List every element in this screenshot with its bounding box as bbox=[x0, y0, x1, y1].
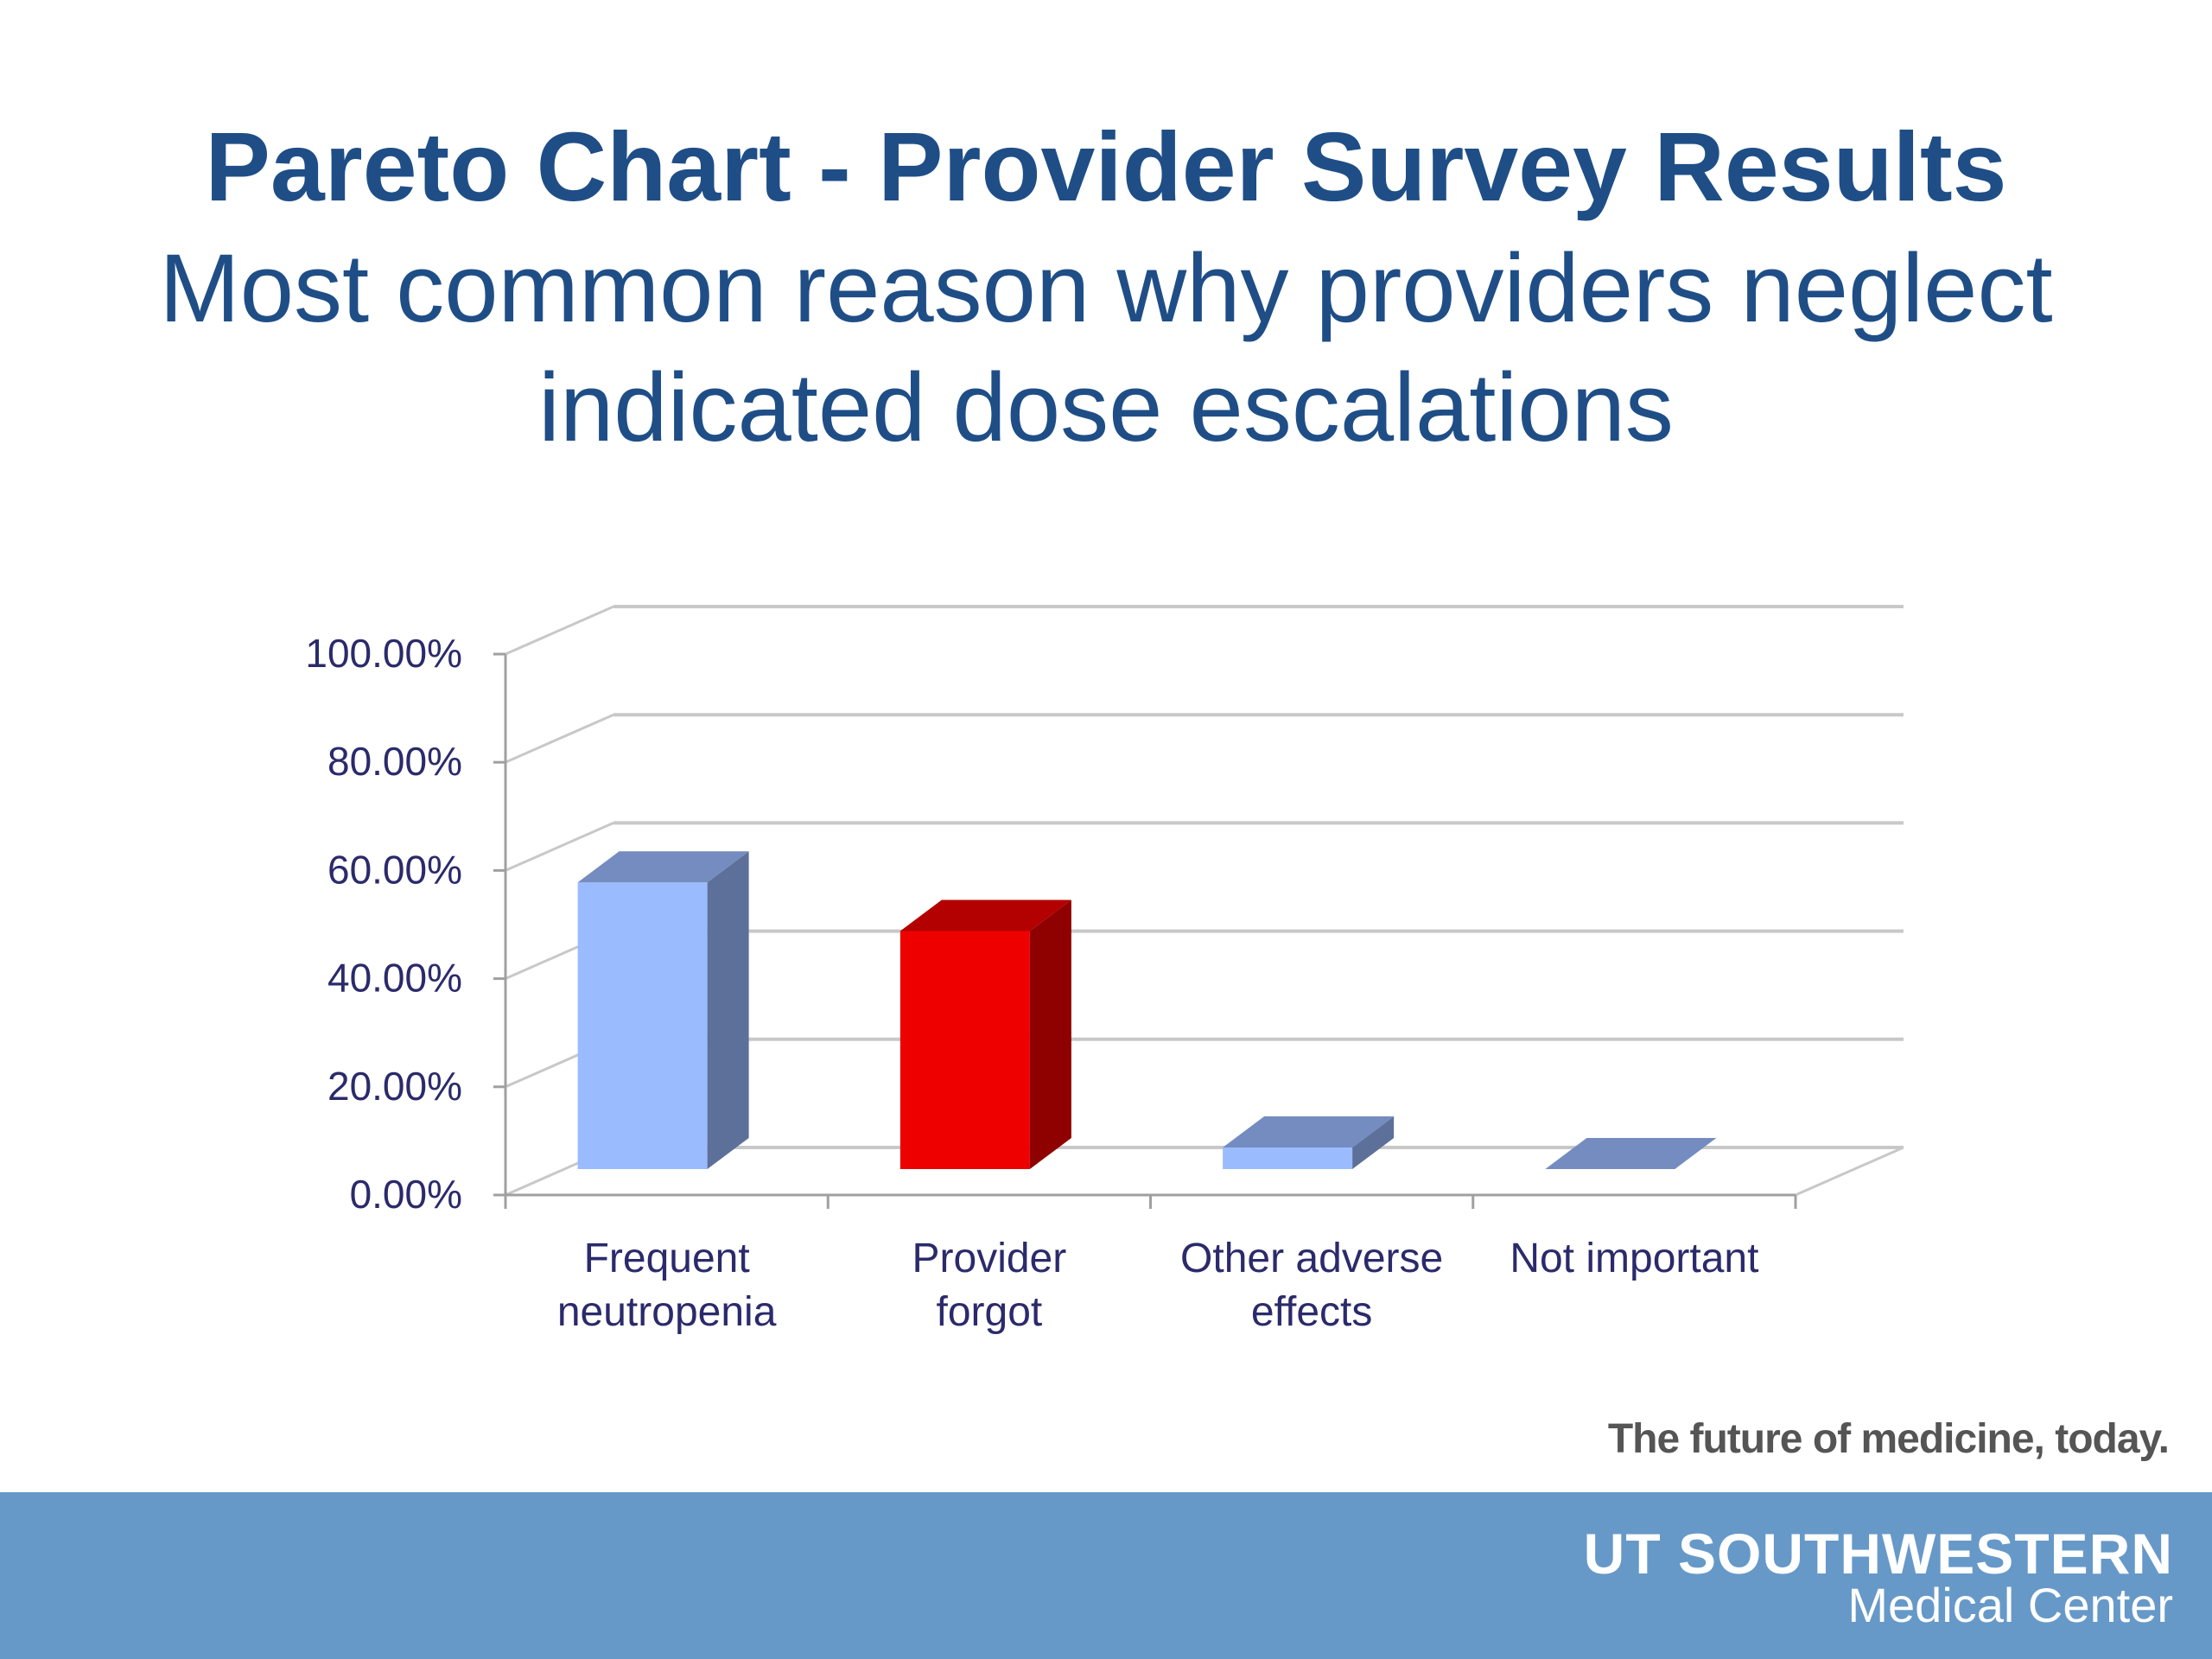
tagline: The future of medicine, today. bbox=[1607, 1416, 2170, 1462]
bar-side-1 bbox=[1029, 899, 1071, 1169]
x-label-2-line-0: Other adverse bbox=[1180, 1236, 1443, 1281]
bar-front-0 bbox=[577, 882, 708, 1169]
x-label-0-line-1: neutropenia bbox=[557, 1289, 777, 1335]
y-tick-label-3: 60.00% bbox=[327, 847, 462, 892]
bar-front-1 bbox=[899, 931, 1030, 1169]
y-tick-label-2: 40.00% bbox=[327, 956, 462, 1001]
bar-3 bbox=[1545, 1138, 1717, 1169]
bar-1 bbox=[899, 899, 1071, 1169]
slide-subtitle: Most common reason why providers neglect… bbox=[0, 229, 2212, 467]
y-tick-label-0: 0.00% bbox=[350, 1172, 462, 1217]
bar-top-3 bbox=[1545, 1138, 1717, 1169]
slide-title: Pareto Chart - Provider Survey Results bbox=[205, 112, 2007, 221]
x-label-3-line-0: Not important bbox=[1510, 1236, 1758, 1281]
y-tick-label-5: 100.00% bbox=[305, 631, 462, 676]
y-tick-label-4: 80.00% bbox=[327, 739, 462, 784]
x-label-2-line-1: effects bbox=[1251, 1289, 1373, 1335]
bar-side-2 bbox=[1352, 1116, 1395, 1169]
side-gridline-3 bbox=[505, 822, 614, 872]
logo-medical-center: Medical Center bbox=[1847, 1578, 2173, 1632]
bar-2 bbox=[1223, 1116, 1395, 1169]
bar-front-2 bbox=[1223, 1147, 1353, 1169]
y-tick-label-1: 20.00% bbox=[327, 1064, 462, 1109]
logo-ut-southwestern: UT SOUTHWESTERN bbox=[1583, 1522, 2173, 1586]
bar-top-2 bbox=[1223, 1116, 1395, 1147]
x-label-1-line-0: Provider bbox=[912, 1236, 1067, 1281]
side-gridline-5 bbox=[505, 605, 614, 656]
bar-0 bbox=[577, 851, 749, 1169]
subtitle-line-2: indicated dose escalations bbox=[538, 353, 1674, 461]
subtitle-line-1: Most common reason why providers neglect bbox=[159, 234, 2053, 342]
bar-side-0 bbox=[707, 851, 749, 1169]
footer-bar bbox=[0, 1492, 2212, 1659]
bar-top-1 bbox=[899, 899, 1071, 931]
x-label-1-line-1: forgot bbox=[937, 1289, 1043, 1335]
x-label-0-line-0: Frequent bbox=[584, 1236, 750, 1281]
side-gridline-4 bbox=[505, 713, 614, 764]
floor-right-edge bbox=[1795, 1146, 1904, 1197]
bar-top-0 bbox=[577, 851, 749, 883]
